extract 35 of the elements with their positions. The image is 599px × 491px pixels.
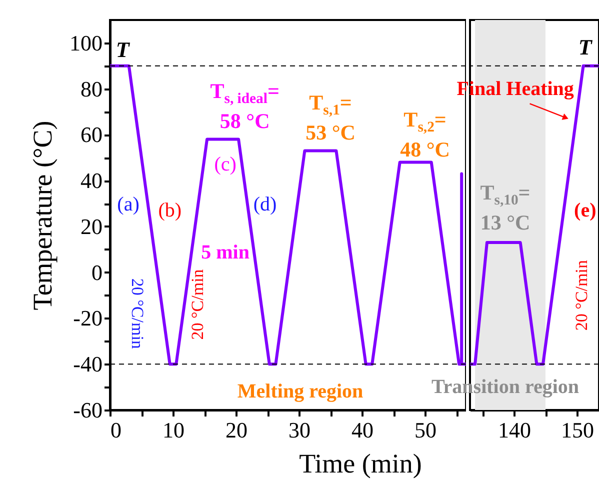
y-tick-label: 0 — [92, 260, 102, 285]
y-tick-label: 20 — [80, 214, 102, 239]
x-tick-label: 150 — [560, 418, 594, 442]
annotation: T$_{s, ideal}$= 58 °C — [210, 79, 280, 133]
annotation: Melting region — [237, 380, 364, 403]
annotation: T$_{s,10}$= 13 °C — [480, 180, 530, 235]
x-tick-label: 10 — [162, 418, 185, 442]
y-tick-label: 40 — [80, 168, 102, 194]
annotation: 20 °C/min — [572, 260, 592, 331]
annotation: 20 °C/min — [128, 278, 148, 350]
annotation: (e) — [574, 199, 596, 222]
y-tick-label: 80 — [80, 76, 102, 102]
annotation: 20 °C/min — [188, 268, 208, 340]
annotation: (d) — [253, 194, 277, 216]
annotation: (a) — [117, 194, 140, 216]
annotation: T$_{s,2}$= 48 °C — [400, 108, 450, 162]
y-axis-title: Temperature (°C) — [28, 120, 58, 310]
annotation: (b) — [158, 199, 182, 222]
x-tick-label: 0 — [110, 418, 122, 442]
x-tick-label: 30 — [288, 418, 311, 442]
y-tick-label: 60 — [80, 122, 102, 148]
y-tick-label: 100 — [70, 30, 102, 56]
x-tick-label: 40 — [352, 418, 374, 442]
x-tick-label: 50 — [414, 418, 437, 442]
annotation: (c) — [214, 154, 236, 176]
y-tick-label: -20 — [73, 306, 102, 331]
x-axis-title: Time (min) — [299, 448, 422, 478]
x-tick-label: 20 — [226, 418, 248, 442]
annotation: 5 min — [201, 242, 250, 264]
y-tick-label: -60 — [73, 398, 102, 422]
annotation: T$_{s,1}$= 53 °C — [306, 90, 356, 144]
y-tick-label: -40 — [73, 352, 102, 377]
annotation: T — [116, 36, 131, 62]
x-tick-label: 140 — [498, 418, 532, 442]
annotation: T — [578, 34, 594, 60]
